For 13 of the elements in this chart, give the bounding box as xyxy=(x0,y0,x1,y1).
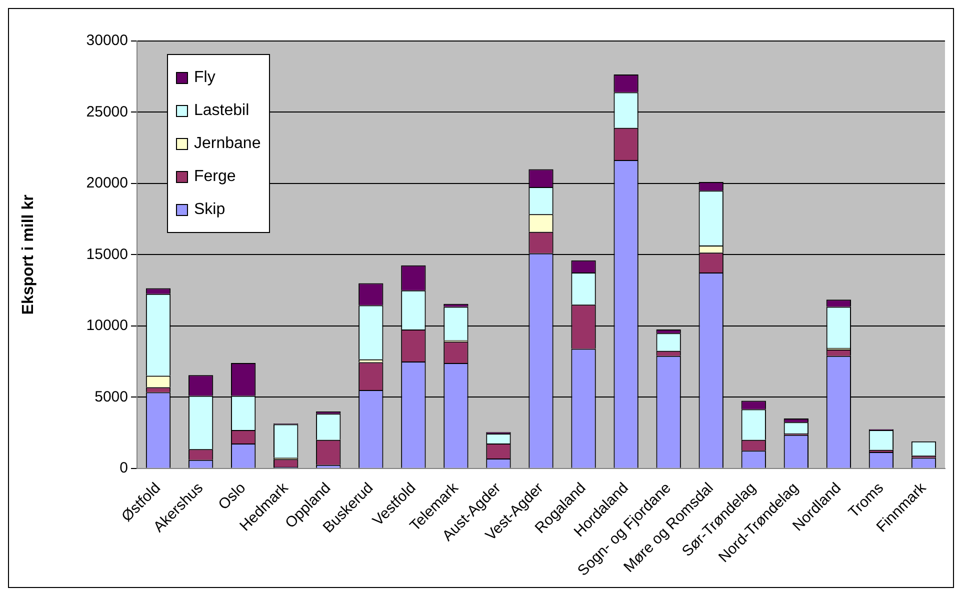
legend-label: Lastebil xyxy=(194,102,250,120)
y-tick-label: 10000 xyxy=(86,317,128,334)
y-tick-label: 0 xyxy=(120,460,128,477)
legend-label: Skip xyxy=(194,200,226,218)
y-tick-label: 20000 xyxy=(86,174,128,192)
y-tick-label: 5000 xyxy=(94,388,128,406)
y-tick-label: 30000 xyxy=(86,32,128,50)
legend-label: Jernbane xyxy=(194,134,261,152)
y-axis-title: Eksport i mill kr xyxy=(20,194,38,315)
y-tick-label: 15000 xyxy=(86,246,128,263)
legend-label: Fly xyxy=(194,68,216,86)
legend-label: Ferge xyxy=(194,168,236,186)
y-tick-label: 25000 xyxy=(86,103,128,120)
